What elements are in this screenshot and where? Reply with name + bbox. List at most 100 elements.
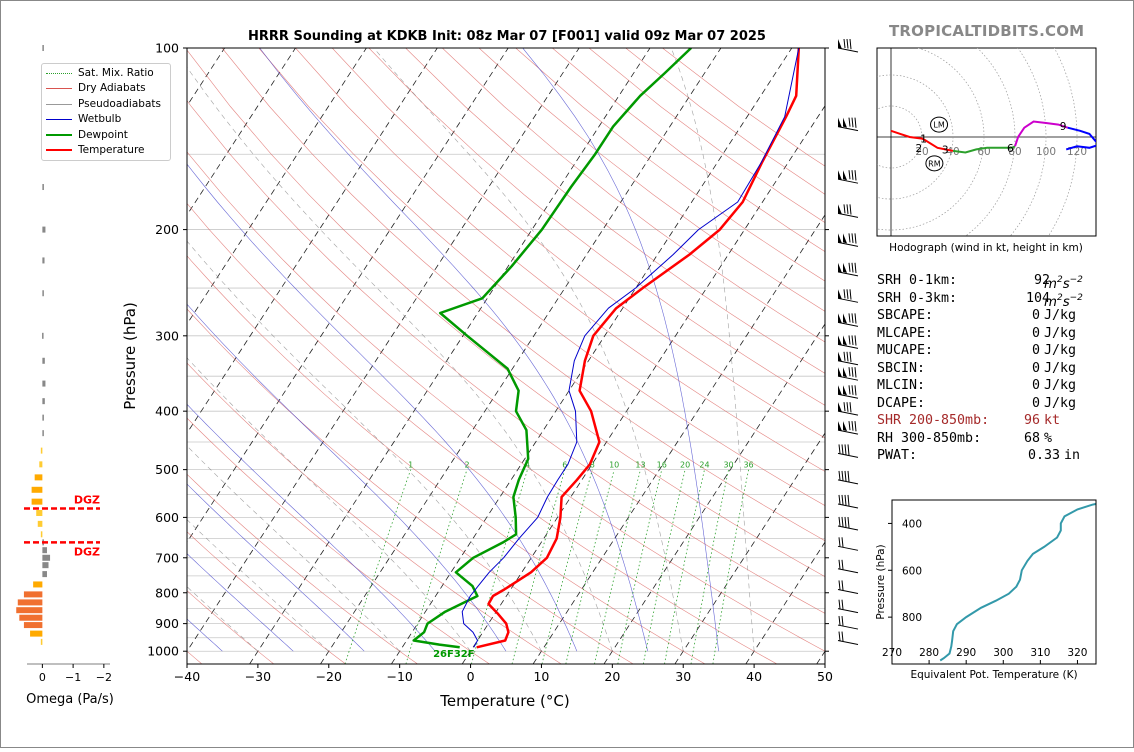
barb-line — [852, 385, 853, 395]
stat-label: MUCAPE: — [877, 342, 933, 360]
barb-line — [842, 517, 843, 527]
barb-flag — [838, 367, 842, 377]
barb-line — [855, 118, 856, 128]
mixing-ratio-label: 1 — [408, 461, 413, 470]
omega-bar — [42, 257, 44, 263]
barb-flag — [838, 204, 842, 214]
x-tick-label: −30 — [245, 669, 271, 684]
omega-bar — [42, 547, 47, 553]
wind-barb — [838, 402, 858, 415]
wind-barb — [838, 600, 858, 613]
theta-e-y-tick-label: 600 — [902, 565, 922, 577]
barb-line — [845, 495, 846, 505]
wind-barb — [838, 471, 858, 484]
mixing-ratio-label: 13 — [635, 461, 645, 470]
stat-value: 0 — [1032, 307, 1040, 325]
mixing-ratio-line — [691, 470, 729, 664]
y-tick-label: 700 — [155, 550, 179, 565]
barb-line — [844, 352, 845, 361]
barb-line — [848, 471, 849, 482]
omega-bar — [42, 415, 44, 421]
barb-line — [842, 632, 843, 642]
dgz-label: DGZ — [74, 494, 100, 507]
barb-staff — [838, 480, 858, 484]
dry-adiabat — [149, 48, 921, 664]
y-tick-label: 300 — [155, 328, 179, 343]
wind-barb — [838, 495, 858, 508]
barb-flag — [843, 313, 847, 323]
legend-label: Pseudoadiabats — [78, 98, 161, 110]
omega-bar — [42, 333, 44, 339]
legend-label: Sat. Mix. Ratio — [78, 67, 154, 79]
barb-line — [847, 402, 848, 412]
hodograph-caption: Hodograph (wind in kt, height in km) — [889, 242, 1083, 254]
omega-bar — [42, 184, 44, 190]
barb-flag — [838, 421, 842, 431]
barb-staff — [838, 526, 858, 530]
theta-e-inner — [940, 500, 1114, 661]
mixing-ratio-line — [542, 470, 592, 664]
barb-staff — [838, 641, 858, 645]
barb-line — [849, 263, 850, 272]
barb-staff — [838, 546, 858, 550]
stat-value: 0 — [1032, 342, 1040, 360]
wind-barb — [838, 367, 858, 380]
barb-line — [847, 204, 848, 214]
hodograph-ring-label: 100 — [1036, 146, 1056, 158]
legend-item: Dewpoint — [46, 128, 128, 142]
barb-flag — [843, 263, 847, 273]
theta-e-x-tick-label: 320 — [1067, 647, 1087, 659]
barb-line — [852, 421, 853, 431]
barb-line — [839, 580, 840, 589]
hodograph-frame — [877, 48, 1096, 236]
barb-line — [855, 313, 856, 323]
omega-bar — [30, 631, 42, 637]
barb-flag — [838, 335, 842, 345]
barb-line — [855, 367, 856, 377]
legend-swatch — [46, 104, 72, 105]
legend-item: Sat. Mix. Ratio — [46, 66, 154, 80]
omega-bar — [35, 474, 43, 480]
barb-line — [847, 39, 848, 49]
barb-line — [849, 233, 850, 242]
chart-title: HRRR Sounding at KDKB Init: 08z Mar 07 [… — [248, 29, 766, 44]
barb-line — [847, 352, 848, 362]
barb-line — [842, 471, 843, 481]
theta-e-x-tick-label: 310 — [1030, 647, 1050, 659]
theta-e-ylabel: Pressure (hPa) — [875, 544, 887, 619]
barb-line — [852, 118, 853, 128]
brand-watermark: TROPICALTIDBITS.COM — [889, 22, 1084, 40]
barb-line — [842, 616, 843, 626]
omega-x-tick-label: 0 — [39, 671, 46, 684]
omega-bar — [41, 448, 43, 454]
barb-line — [849, 421, 850, 430]
legend-item: Temperature — [46, 143, 145, 157]
barb-line — [852, 367, 853, 377]
barb-line — [842, 600, 843, 610]
wind-barb — [838, 335, 858, 348]
theta-e-x-tick-label: 280 — [919, 647, 939, 659]
barb-line — [842, 444, 843, 454]
barb-flag — [838, 352, 842, 362]
mixing-ratio-line — [595, 470, 641, 664]
y-axis-label: Pressure (hPa) — [121, 302, 139, 410]
barb-flag — [838, 402, 842, 412]
isotherm-line — [462, 48, 862, 664]
barb-line — [850, 204, 851, 214]
theta-e-y-tick-label: 800 — [902, 612, 922, 624]
y-tick-label: 400 — [155, 404, 179, 419]
legend-swatch — [46, 119, 72, 120]
barb-flag — [838, 118, 842, 128]
barb-line — [855, 170, 856, 180]
stat-value: 0 — [1032, 395, 1040, 413]
barb-staff — [838, 589, 858, 593]
barb-line — [844, 402, 845, 411]
stat-label: MLCAPE: — [877, 325, 933, 343]
barb-line — [849, 170, 850, 179]
omega-bar — [36, 510, 42, 516]
wind-barb — [838, 313, 858, 326]
